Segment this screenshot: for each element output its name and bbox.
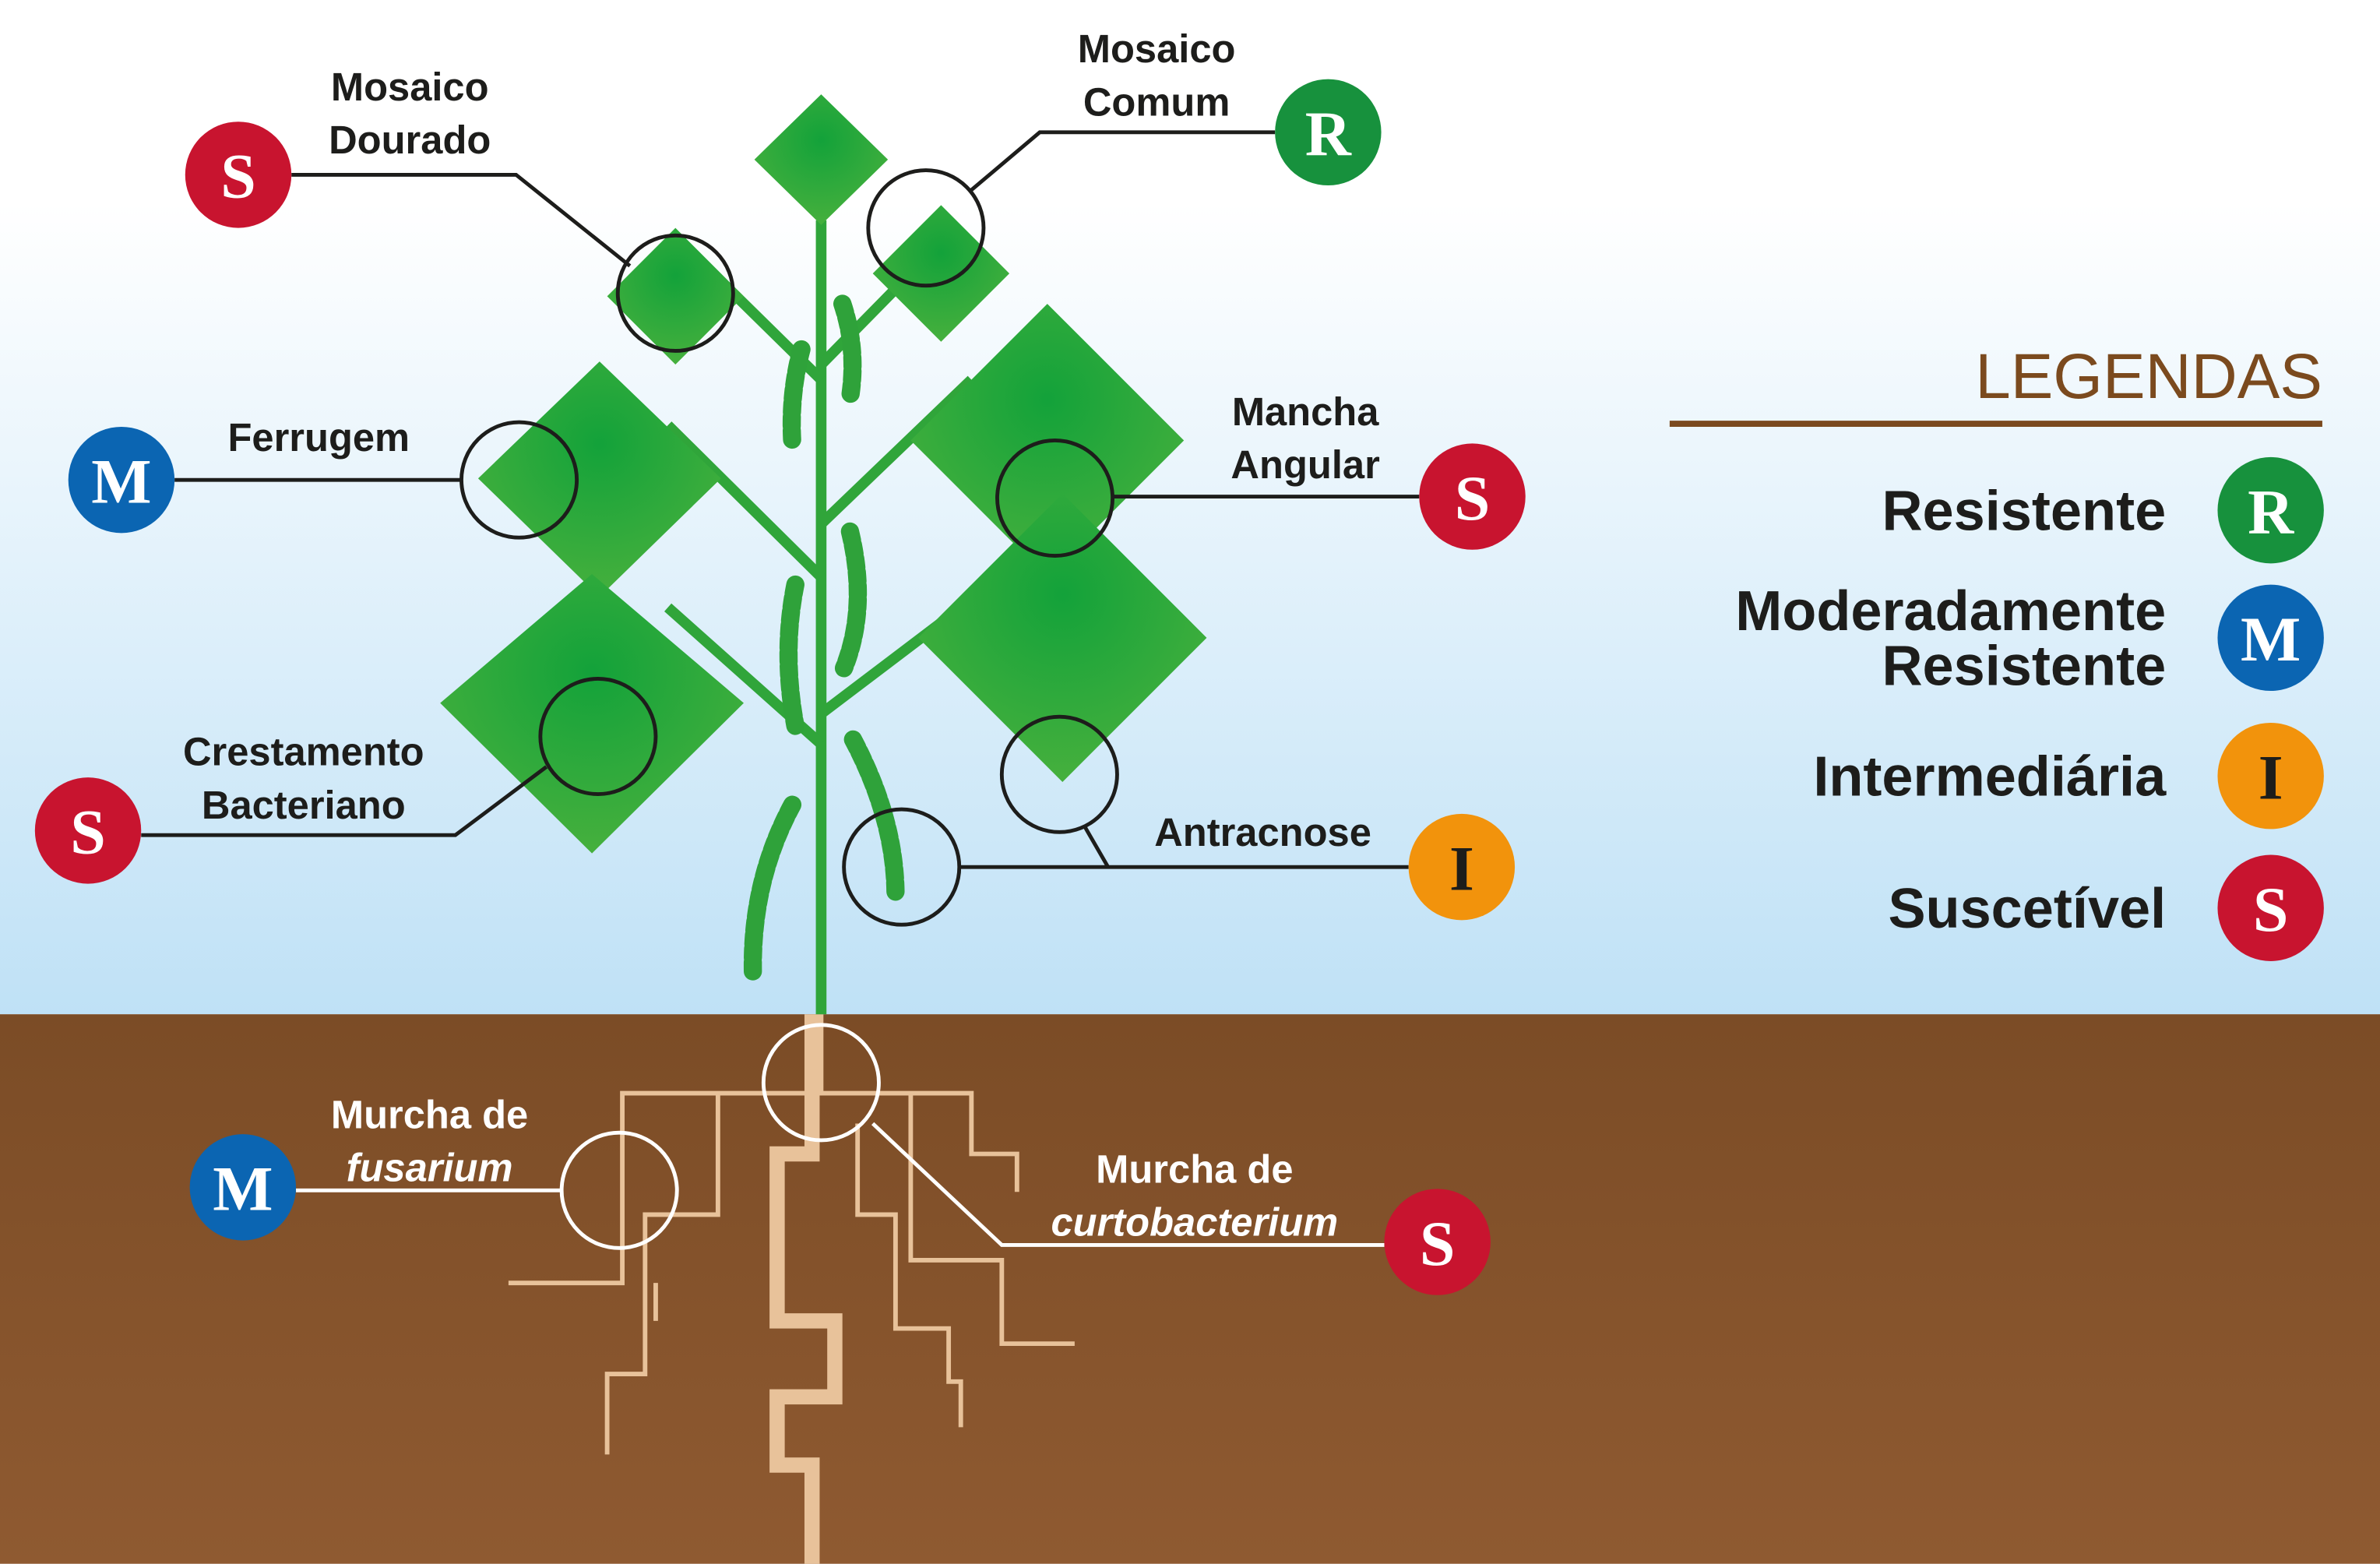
- disease-label: Mosaico: [331, 65, 489, 109]
- diagram: LEGENDAS Mosaico Dourado S Mosaico Comum R Fer…: [0, 0, 2380, 1564]
- disease-label: Murcha de: [331, 1092, 528, 1136]
- disease-label: Crestamento: [183, 730, 424, 774]
- page: LEGENDAS Mosaico Dourado S Mosaico Comum R Fer…: [0, 0, 2380, 1564]
- disease-label: curtobacterium: [1051, 1200, 1338, 1245]
- disease-label: Dourado: [329, 118, 491, 162]
- rating-letter: S: [220, 141, 256, 212]
- disease-label: Comum: [1083, 79, 1230, 124]
- disease-label: Mancha: [1232, 389, 1379, 434]
- rating-letter: S: [1455, 463, 1491, 534]
- rating-letter: M: [2241, 604, 2301, 675]
- rating-letter: M: [213, 1154, 273, 1224]
- legend-label: Intermediária: [1813, 746, 2167, 808]
- legend-label: Moderadamente: [1735, 580, 2166, 643]
- rating-letter: S: [2253, 874, 2289, 945]
- legend-label: Resistente: [1882, 635, 2166, 697]
- disease-label: Angular: [1230, 442, 1379, 487]
- rating-letter: S: [1420, 1208, 1456, 1279]
- disease-label: Bacteriano: [202, 783, 406, 827]
- disease-label: Ferrugem: [227, 415, 410, 460]
- disease-label: Mosaico: [1078, 26, 1236, 71]
- disease-label: Antracnose: [1154, 810, 1371, 854]
- disease-label: fusarium: [347, 1146, 513, 1190]
- rating-letter: R: [2248, 476, 2294, 547]
- legend-label: Resistente: [1882, 480, 2166, 542]
- rating-letter: I: [1449, 833, 1474, 904]
- rating-letter: I: [2259, 741, 2283, 812]
- legend-title: LEGENDAS: [1975, 341, 2322, 412]
- disease-label: Murcha de: [1096, 1147, 1293, 1192]
- rating-letter: R: [1305, 98, 1352, 169]
- rating-letter: M: [91, 446, 151, 516]
- legend-label: Suscetível: [1888, 878, 2166, 940]
- rating-letter: S: [70, 797, 106, 868]
